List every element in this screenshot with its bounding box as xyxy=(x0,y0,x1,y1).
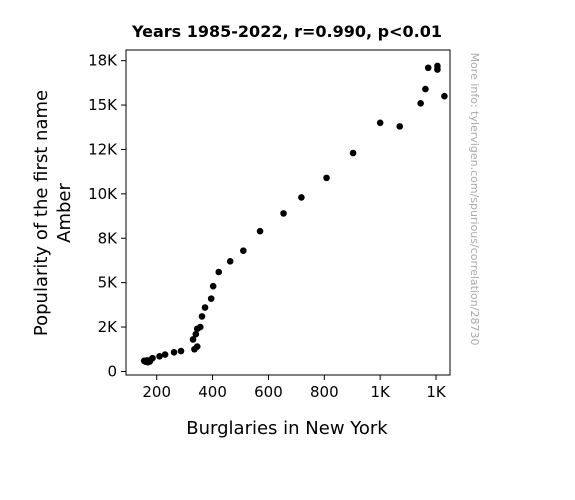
plot-area xyxy=(125,49,451,376)
data-point xyxy=(191,345,198,353)
y-axis-label-line-2: Amber xyxy=(54,183,75,243)
axis-ticks: 200 400 600 800 1K 1K 0 2K 5K 8K 10K 12K 15K 18K xyxy=(88,52,447,401)
data-point xyxy=(209,282,217,290)
data-point xyxy=(396,123,404,130)
y-tick-label: 18K xyxy=(88,52,118,70)
y-tick-label: 10K xyxy=(88,185,118,203)
data-point xyxy=(177,347,185,355)
data-point xyxy=(240,247,247,254)
x-tick-label: 600 xyxy=(254,383,283,401)
data-point xyxy=(207,295,215,302)
data-point xyxy=(170,348,178,356)
y-axis-label-line-1: Popularity of the first name xyxy=(31,90,52,336)
data-point xyxy=(198,313,206,320)
data-point xyxy=(298,194,305,201)
chart-title: Years 1985-2022, r=0.990, p<0.01 xyxy=(131,22,442,41)
data-point xyxy=(189,336,197,343)
source-watermark: More info: tylervigen.com/spurious/corre… xyxy=(468,53,481,346)
data-point xyxy=(161,351,169,358)
data-point xyxy=(349,149,357,157)
x-tick-label: 400 xyxy=(198,383,227,401)
data-point xyxy=(146,358,154,365)
data-point xyxy=(201,304,209,311)
y-tick-label: 8K xyxy=(98,229,119,247)
data-point xyxy=(441,92,448,100)
x-tick-label: 200 xyxy=(142,383,171,401)
data-point xyxy=(192,330,200,338)
data-point xyxy=(417,99,424,107)
data-point xyxy=(226,258,234,265)
data-point xyxy=(376,119,384,127)
x-tick-label: 800 xyxy=(310,383,339,401)
data-point xyxy=(280,210,287,217)
y-tick-label: 5K xyxy=(98,274,119,292)
data-point xyxy=(193,325,201,333)
plot-frame xyxy=(125,49,451,376)
y-tick-label: 0 xyxy=(107,362,117,380)
x-axis-label: Burglaries in New York xyxy=(186,418,388,439)
data-point xyxy=(434,62,441,70)
data-point xyxy=(215,268,223,276)
data-points xyxy=(140,62,448,366)
y-tick-label: 12K xyxy=(88,140,118,158)
data-point xyxy=(156,353,163,360)
data-point xyxy=(424,64,432,72)
data-point xyxy=(422,85,429,93)
x-tick-label: 1K xyxy=(370,383,391,401)
data-point xyxy=(323,174,330,182)
x-tick-label: 1K xyxy=(426,383,447,401)
data-point xyxy=(256,227,264,235)
y-tick-label: 15K xyxy=(88,96,118,114)
y-tick-label: 2K xyxy=(98,318,119,336)
